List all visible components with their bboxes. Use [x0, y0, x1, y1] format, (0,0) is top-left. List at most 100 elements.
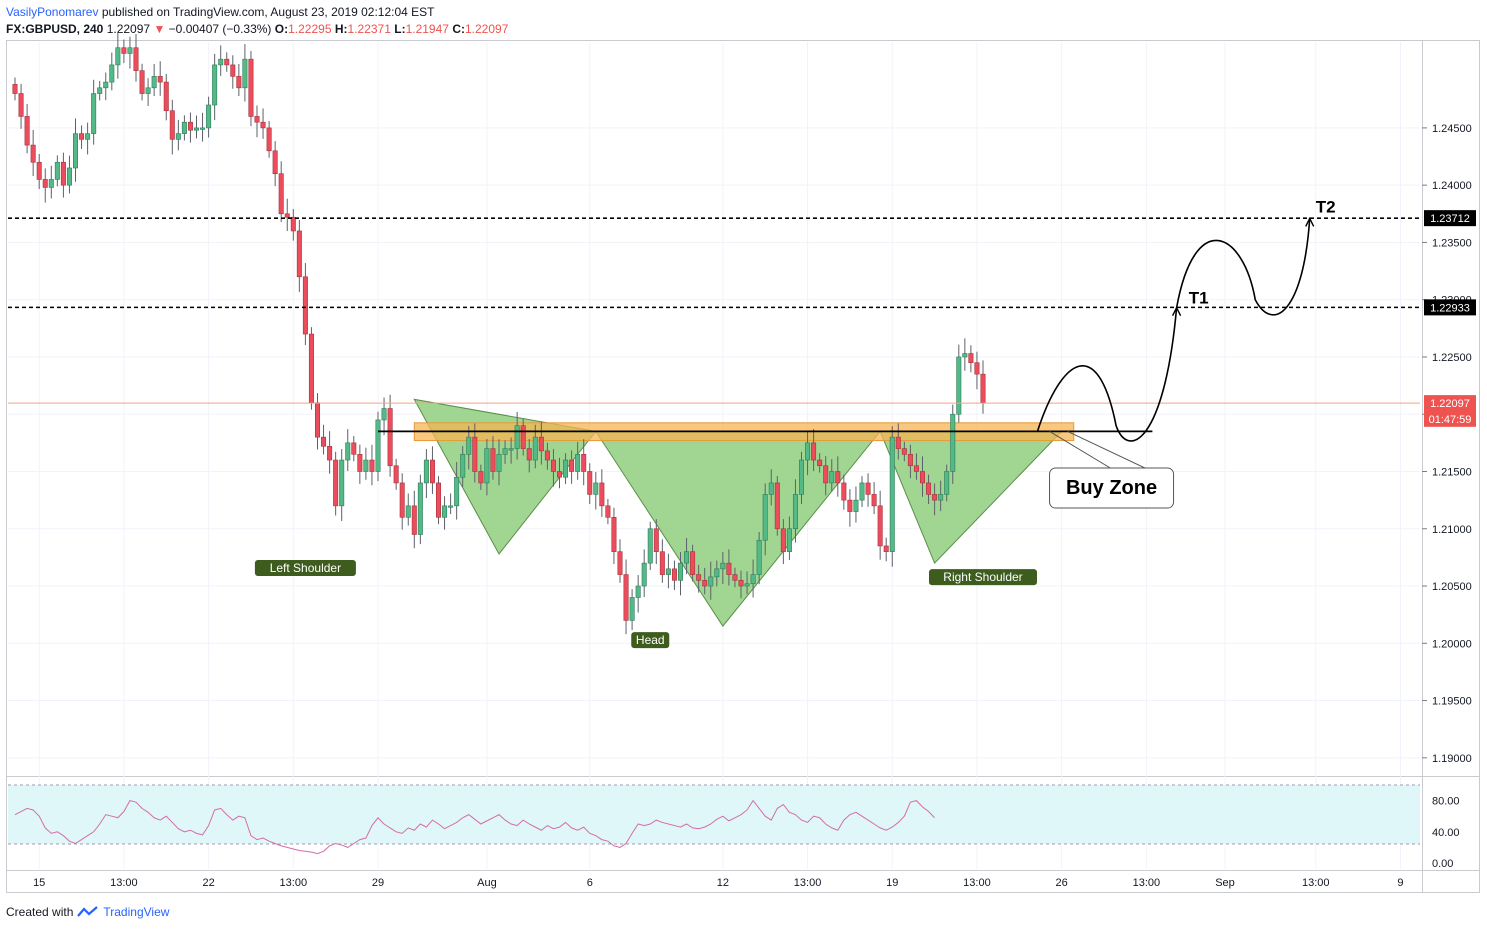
high-label: H:: [334, 22, 348, 36]
candle-body: [127, 47, 133, 54]
candle-body: [375, 419, 381, 472]
pattern-triangle: [879, 430, 1063, 565]
candle-body: [556, 471, 562, 478]
label-t1: T1: [1189, 289, 1209, 308]
grid-lines: [8, 42, 1420, 869]
candle-body: [629, 597, 635, 621]
candle-body: [599, 482, 605, 507]
price-tag: [1424, 299, 1476, 316]
candle-body: [236, 76, 242, 89]
candle-body: [732, 574, 738, 581]
candle-body: [853, 499, 859, 512]
candle-body: [139, 70, 145, 94]
price-tag-label: 1.22933: [1430, 302, 1470, 314]
candle-body: [248, 58, 254, 117]
candle-body: [859, 482, 865, 501]
candle-body: [333, 459, 339, 507]
x-tick-label: 13:00: [1302, 877, 1330, 889]
candle-body: [387, 408, 393, 467]
candle-body: [750, 574, 756, 585]
close-value: 1.22097: [464, 22, 509, 36]
candle-body: [206, 104, 212, 129]
candle-body: [478, 471, 484, 484]
x-tick-label: 13:00: [280, 877, 308, 889]
candle-body: [907, 454, 913, 467]
candle-body: [635, 585, 641, 598]
time-axis: 15 13:00 22 13:00 29 Aug 6 12 13:00 19 13:00 26 13:0…: [33, 877, 1403, 889]
arrow-head-icon: [1305, 216, 1315, 227]
candle-body: [423, 459, 429, 484]
y-tick-label: 1.24500: [1432, 123, 1472, 135]
price-change: −0.00407 (−0.33%): [168, 22, 272, 36]
x-tick-label: 15: [33, 877, 45, 889]
callout-connector: [1049, 430, 1153, 472]
candle-body: [617, 551, 623, 575]
projection-drawings: T1 T2 Buy Zone Left Shoulder Head Right Shoul…: [8, 197, 1420, 649]
candle-body: [647, 528, 653, 564]
candle-body: [847, 499, 853, 512]
candle-body: [327, 445, 333, 461]
candle-body: [671, 568, 677, 581]
candle-body: [569, 459, 575, 472]
candle-body: [181, 121, 187, 134]
candle-body: [466, 436, 472, 455]
candle-body: [526, 448, 532, 461]
candle-body: [544, 450, 550, 461]
candle-body: [272, 150, 278, 175]
candle-body: [780, 528, 786, 552]
candle-body: [550, 459, 556, 472]
candle-body: [798, 459, 804, 495]
price-tag: [1424, 210, 1476, 227]
candle-body: [163, 81, 169, 112]
candle-body: [60, 161, 66, 186]
candle-body: [962, 353, 968, 358]
candle-body: [357, 454, 363, 472]
y-tick-label: 1.23500: [1432, 237, 1472, 249]
candle-body: [42, 179, 48, 188]
low-label: L:: [394, 22, 406, 36]
x-tick-label: 12: [717, 877, 729, 889]
candle-body: [835, 471, 841, 484]
candle-body: [24, 116, 30, 146]
author-link[interactable]: VasilyPonomarev: [6, 5, 99, 19]
candle-body: [829, 471, 835, 484]
candle-body: [605, 505, 611, 518]
candle-body: [224, 58, 230, 66]
candle-body: [532, 436, 538, 461]
projection-path: [1036, 218, 1311, 442]
candle-body: [363, 459, 369, 472]
candle-body: [399, 482, 405, 518]
pattern-label-box: [254, 559, 356, 576]
candle-body: [714, 568, 720, 578]
rsi-line: [14, 799, 935, 855]
candle-body: [73, 133, 79, 169]
x-tick-label: 13:00: [963, 877, 991, 889]
pattern-label: Head: [636, 633, 665, 647]
candle-body: [429, 459, 435, 484]
candle-body: [665, 568, 671, 575]
open-value: 1.22295: [288, 22, 332, 36]
candle-body: [212, 64, 218, 106]
price-axis: 1.245001.240001.235001.230001.225001.220…: [1422, 123, 1476, 765]
price-tag-label: 01:47:59: [1429, 414, 1472, 426]
candle-body: [805, 442, 811, 461]
candle-body: [314, 402, 320, 438]
candle-body: [587, 471, 593, 495]
candle-body: [290, 216, 296, 232]
candle-body: [974, 362, 980, 375]
candle-body: [871, 494, 877, 507]
candle-body: [393, 465, 399, 484]
candle-body: [66, 167, 72, 186]
candle-body: [411, 505, 417, 535]
candle-body: [30, 144, 36, 163]
candle-body: [538, 436, 544, 452]
candle-body: [786, 528, 792, 552]
candle-body: [684, 551, 690, 564]
buy-zone-callout: [1049, 467, 1175, 509]
tradingview-link[interactable]: TradingView: [103, 905, 170, 919]
close-label: C:: [452, 22, 465, 36]
pattern-label: Right Shoulder: [943, 570, 1022, 584]
candle-body: [811, 442, 817, 461]
publish-info: VasilyPonomarev published on TradingView…: [6, 5, 435, 19]
